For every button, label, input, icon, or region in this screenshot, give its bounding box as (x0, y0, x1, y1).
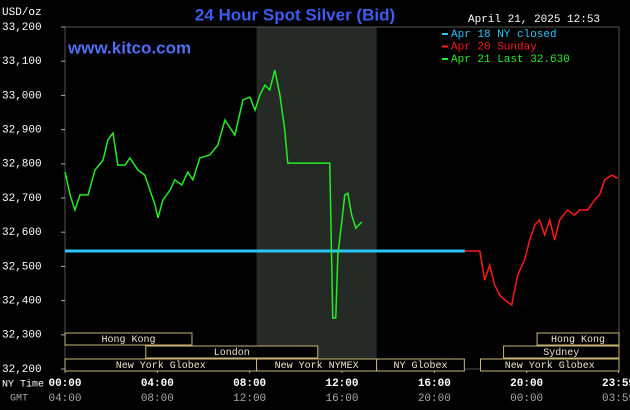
price-line (464, 174, 618, 307)
session-box (536, 332, 620, 346)
gmt-tick-label: 04:00 (48, 393, 81, 405)
y-tick-label: 32,500 (2, 261, 42, 273)
gmt-tick-label: 16:00 (325, 393, 358, 405)
legend-label: Apr 21 Last 32.630 (451, 54, 570, 66)
x-tick-label: 08:00 (233, 378, 266, 390)
session-box (503, 345, 620, 359)
x-tick-label: 04:00 (141, 378, 174, 390)
x-tick-label: 23:59 (602, 378, 630, 390)
chart-title: 24 Hour Spot Silver (Bid) (195, 5, 395, 24)
ny-time-label: NY Time (2, 379, 44, 391)
session-label: New York Globex (505, 360, 595, 372)
session-box (480, 358, 620, 372)
session-shade (256, 27, 377, 369)
x-tick-label: 20:00 (510, 378, 543, 390)
gmt-label: GMT (10, 394, 28, 405)
website: www.kitco.com (67, 38, 191, 57)
legend-label: Apr 18 NY closed (451, 29, 557, 41)
price-line (64, 69, 363, 319)
y-tick-label: 32,700 (2, 193, 42, 205)
session-label: Hong Kong (551, 335, 605, 346)
session-label: London (214, 347, 250, 359)
session-box (145, 345, 319, 359)
gmt-tick-label: 08:00 (141, 393, 174, 405)
session-label: Hong Kong (101, 335, 155, 346)
y-unit: USD/oz (2, 7, 42, 19)
legend-label: Apr 20 Sunday (451, 41, 537, 53)
session-label: New York NYMEX (275, 360, 359, 372)
session-box (376, 358, 465, 372)
session-label: NY Globex (393, 360, 447, 372)
gmt-tick-label: 00:00 (510, 393, 543, 405)
y-tick-label: 32,300 (2, 330, 42, 342)
gmt-tick-label: 03:59 (602, 393, 630, 405)
y-tick-label: 33,200 (2, 22, 42, 34)
y-tick-label: 32,200 (2, 364, 42, 376)
x-tick-label: 00:00 (48, 378, 81, 390)
y-tick-label: 32,900 (2, 125, 42, 137)
timestamp: April 21, 2025 12:53 (468, 14, 600, 26)
gmt-tick-label: 20:00 (418, 393, 451, 405)
y-tick-label: 33,000 (2, 90, 42, 102)
x-tick-label: 12:00 (325, 378, 358, 390)
y-tick-label: 32,400 (2, 296, 42, 308)
gmt-tick-label: 12:00 (233, 393, 266, 405)
session-box (64, 332, 193, 346)
session-label: New York Globex (116, 360, 206, 372)
y-tick-label: 32,800 (2, 159, 42, 171)
x-tick-label: 16:00 (418, 378, 451, 390)
session-label: Sydney (543, 347, 579, 359)
y-tick-label: 33,100 (2, 56, 42, 68)
y-tick-label: 32,600 (2, 227, 42, 239)
